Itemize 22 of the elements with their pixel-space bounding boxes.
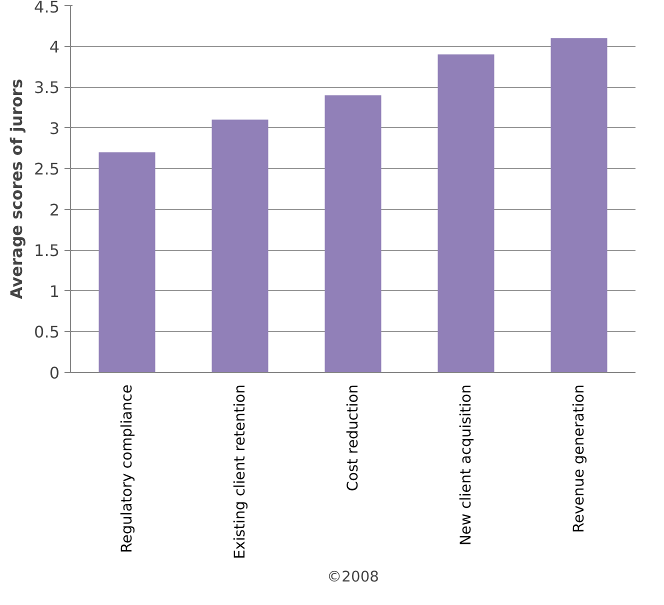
y-tick-label: 3 <box>49 118 60 138</box>
x-tick-label: New client acquisition <box>458 384 474 546</box>
y-tick-label: 2 <box>49 200 60 220</box>
y-tick-label: 4.5 <box>34 0 60 16</box>
y-tick-label: 4 <box>49 37 60 56</box>
y-tick-label: 0.5 <box>34 322 60 342</box>
bar <box>550 38 608 372</box>
y-tick-label: 1 <box>49 282 60 301</box>
bar <box>438 54 494 372</box>
text: ©2008 <box>327 568 379 586</box>
x-tick-label: Regulatory compliance <box>118 384 136 553</box>
y-tick-label: 0 <box>49 364 60 382</box>
y-tick-label: 3.5 <box>34 78 60 98</box>
x-tick-label: Revenue generation <box>570 384 588 533</box>
bar <box>324 95 382 372</box>
bar <box>212 120 268 372</box>
x-tick-label: Cost reduction <box>344 384 362 492</box>
y-axis-title: Average scores of jurors <box>7 78 26 300</box>
bar <box>98 152 156 372</box>
y-tick-label: 1.5 <box>34 241 60 260</box>
x-tick-label: Existing client retention <box>232 384 248 559</box>
y-tick-label: 2.5 <box>34 160 60 179</box>
